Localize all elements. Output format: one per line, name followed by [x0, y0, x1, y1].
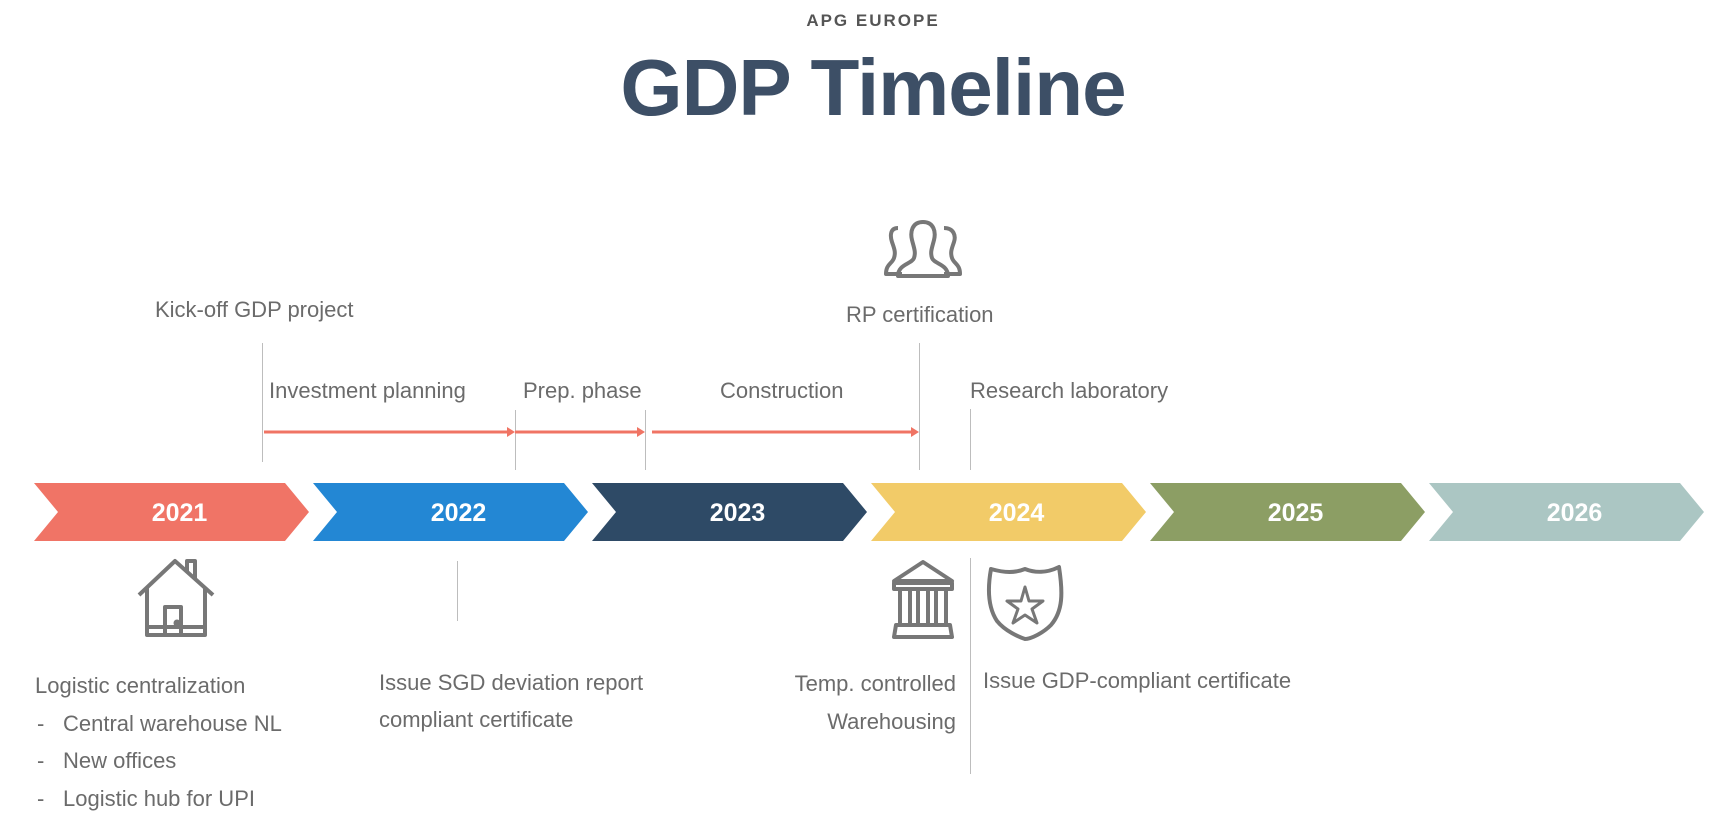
phase-label: Research laboratory: [970, 378, 1169, 403]
phase-arrows: [264, 427, 919, 437]
year-chevron-2023: [592, 483, 867, 541]
list-item: New offices: [63, 748, 177, 773]
year-label: 2023: [710, 499, 766, 527]
phase-label: Construction: [720, 378, 844, 403]
bank-icon: [892, 560, 954, 639]
divider-line: [645, 410, 646, 470]
phase-label: Prep. phase: [523, 378, 642, 403]
divider-line: [919, 343, 920, 470]
logistic-title: Logistic centralization: [35, 673, 246, 698]
list-item: Central warehouse NL: [63, 711, 282, 736]
year-chevron-2024: [871, 483, 1146, 541]
shield-star-icon: [987, 565, 1064, 641]
page-title: GDP Timeline: [620, 43, 1126, 132]
year-label: 2022: [431, 499, 487, 527]
bullet: -: [37, 748, 45, 773]
supertitle: APG EUROPE: [806, 11, 940, 30]
temp-line2: Warehousing: [827, 709, 956, 734]
sgd-line1: Issue SGD deviation report: [379, 670, 644, 695]
bullet: -: [37, 711, 45, 736]
people-icon: [884, 220, 962, 278]
arrowhead-icon: [507, 427, 515, 437]
gdp-certificate: Issue GDP-compliant certificate: [983, 668, 1292, 693]
temp-line1: Temp. controlled: [794, 671, 956, 696]
year-label: 2026: [1547, 499, 1603, 527]
year-label: 2021: [152, 499, 208, 527]
year-chevron-2025: [1150, 483, 1425, 541]
sgd-line2: compliant certificate: [379, 707, 574, 732]
divider-line: [515, 410, 516, 470]
arrowhead-icon: [637, 427, 645, 437]
divider-line: [262, 343, 263, 462]
list-item: Logistic hub for UPI: [63, 786, 255, 811]
phase-label: Investment planning: [269, 378, 466, 403]
year-timeline: 2021 2022 2023 2024 2025 2026: [34, 483, 1704, 541]
milestone-kickoff: Kick-off GDP project: [155, 297, 354, 322]
bullet: -: [37, 786, 45, 811]
year-chevron-2026: [1429, 483, 1704, 541]
arrowhead-icon: [911, 427, 919, 437]
divider-line: [970, 409, 971, 470]
divider-line: [457, 561, 458, 621]
milestone-rp-certification: RP certification: [846, 302, 994, 327]
house-icon: [137, 559, 215, 637]
year-chevron-2022: [313, 483, 588, 541]
divider-line: [970, 558, 971, 774]
year-label: 2025: [1268, 499, 1324, 527]
year-label: 2024: [989, 499, 1045, 527]
year-chevron-2021: [34, 483, 309, 541]
